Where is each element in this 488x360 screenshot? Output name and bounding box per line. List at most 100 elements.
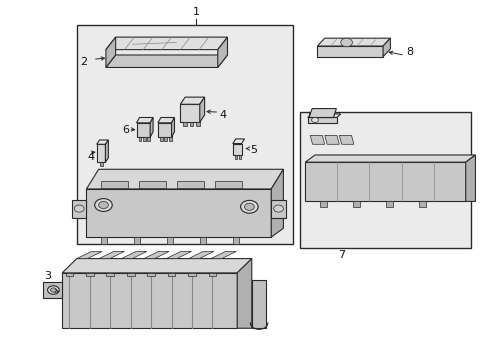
Polygon shape [62, 258, 251, 273]
Polygon shape [158, 123, 171, 137]
Bar [65, 273, 73, 276]
Polygon shape [232, 139, 244, 144]
Text: 3: 3 [44, 271, 51, 282]
Text: 8: 8 [406, 48, 412, 58]
Bar [106, 273, 114, 276]
Bar [233, 237, 239, 244]
Polygon shape [106, 55, 227, 67]
Bar [142, 137, 145, 141]
Bar [183, 122, 187, 126]
Polygon shape [188, 251, 213, 258]
Polygon shape [105, 140, 108, 162]
Bar [100, 162, 103, 166]
Text: 5: 5 [249, 145, 256, 155]
Polygon shape [42, 282, 62, 298]
Polygon shape [210, 251, 236, 258]
Polygon shape [214, 181, 241, 188]
Polygon shape [97, 144, 105, 162]
Circle shape [74, 205, 84, 212]
Polygon shape [62, 273, 237, 328]
Bar [147, 273, 155, 276]
Polygon shape [158, 117, 174, 123]
Polygon shape [72, 200, 86, 217]
Polygon shape [308, 112, 333, 117]
Polygon shape [309, 135, 324, 144]
Circle shape [47, 286, 59, 294]
Bar [167, 273, 175, 276]
Polygon shape [339, 135, 353, 144]
Bar [134, 237, 140, 244]
Polygon shape [136, 117, 153, 123]
Polygon shape [106, 37, 227, 50]
Bar [188, 273, 196, 276]
Polygon shape [136, 123, 150, 137]
Polygon shape [317, 38, 389, 46]
Polygon shape [308, 109, 336, 117]
Polygon shape [180, 97, 204, 104]
Polygon shape [86, 169, 283, 189]
Polygon shape [200, 97, 204, 122]
Circle shape [311, 117, 318, 122]
Polygon shape [307, 117, 336, 123]
Polygon shape [139, 181, 165, 188]
Polygon shape [324, 135, 339, 144]
Circle shape [340, 38, 352, 47]
Text: 4: 4 [88, 152, 95, 162]
Polygon shape [121, 251, 146, 258]
Polygon shape [99, 251, 124, 258]
Circle shape [240, 201, 258, 213]
Polygon shape [317, 46, 382, 57]
Polygon shape [271, 169, 283, 237]
Text: 4: 4 [219, 110, 226, 120]
Text: 6: 6 [122, 125, 129, 135]
Polygon shape [271, 200, 285, 217]
Circle shape [244, 203, 254, 210]
Polygon shape [251, 280, 266, 328]
Bar [189, 122, 193, 126]
Polygon shape [237, 258, 251, 328]
Polygon shape [101, 181, 127, 188]
Bar [77, 24, 292, 244]
Bar [196, 122, 200, 126]
Polygon shape [305, 162, 465, 202]
Bar [138, 137, 141, 141]
Text: 7: 7 [338, 250, 345, 260]
Polygon shape [77, 251, 102, 258]
Polygon shape [97, 140, 108, 144]
Bar [208, 273, 216, 276]
Text: 1: 1 [192, 7, 199, 17]
Polygon shape [217, 37, 227, 67]
Polygon shape [177, 181, 203, 188]
Polygon shape [180, 104, 200, 122]
Polygon shape [307, 114, 340, 117]
Polygon shape [232, 144, 241, 155]
Bar [234, 155, 237, 158]
Polygon shape [382, 38, 389, 57]
Polygon shape [305, 155, 474, 162]
Bar [126, 273, 134, 276]
Bar [147, 137, 150, 141]
Polygon shape [166, 251, 191, 258]
Polygon shape [171, 117, 174, 137]
Bar [160, 137, 163, 141]
Bar [86, 273, 94, 276]
Polygon shape [106, 37, 116, 67]
Circle shape [95, 199, 112, 211]
Polygon shape [465, 155, 474, 202]
Bar [164, 137, 167, 141]
Polygon shape [143, 251, 169, 258]
Bar [352, 202, 360, 207]
Bar [385, 202, 392, 207]
Bar [101, 237, 107, 244]
Text: 2: 2 [81, 57, 87, 67]
Polygon shape [86, 189, 271, 237]
Bar [319, 202, 326, 207]
Polygon shape [150, 117, 153, 137]
Bar [167, 237, 173, 244]
Bar [168, 137, 171, 141]
Circle shape [273, 205, 283, 212]
Circle shape [50, 288, 56, 292]
Bar [300, 112, 469, 248]
Bar [200, 237, 205, 244]
Circle shape [99, 202, 108, 208]
